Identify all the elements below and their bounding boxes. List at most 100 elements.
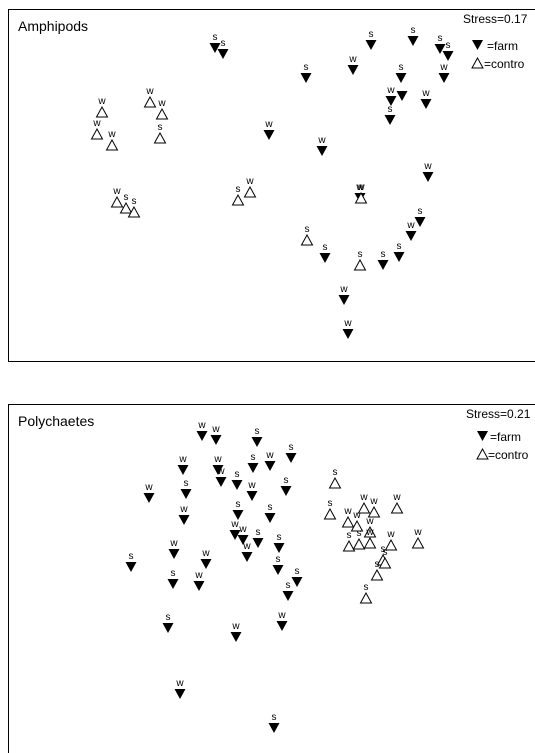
polychaetes-control-point-label-10: w [365, 527, 374, 538]
polychaetes-farm-point-3 [285, 453, 297, 463]
polychaetes-farm-point-21 [168, 549, 180, 559]
polychaetes-legend-farm-label: =farm [490, 430, 521, 444]
amphipods-farm-point-6 [442, 51, 454, 61]
polychaetes-farm-point-label-12: s [284, 475, 289, 486]
amphipods-plot-frame [8, 9, 535, 362]
polychaetes-control-point-15 [370, 568, 384, 581]
polychaetes-control-point-5 [367, 505, 381, 518]
polychaetes-control-point-9 [352, 537, 366, 550]
amphipods-farm-point-label-16: w [423, 161, 432, 172]
polychaetes-farm-point-15 [232, 510, 244, 520]
polychaetes-control-point-label-12: w [413, 527, 422, 538]
polychaetes-farm-point-label-15: s [236, 499, 241, 510]
polychaetes-farm-point-30 [162, 623, 174, 633]
polychaetes-farm-point-7 [264, 461, 276, 471]
amphipods-farm-point-label-7: w [348, 54, 357, 65]
polychaetes-farm-point-label-4: w [178, 454, 187, 465]
amphipods-control-point-3 [143, 95, 157, 108]
amphipods-farm-point-4 [407, 36, 419, 46]
polychaetes-legend-control-marker [476, 447, 489, 460]
amphipods-control-point-12 [300, 233, 314, 246]
amphipods-stress-annotation: Stress=0.17 [463, 12, 528, 26]
polychaetes-farm-point-label-1: w [211, 424, 220, 435]
polychaetes-farm-point-25 [272, 565, 284, 575]
polychaetes-farm-point-12 [280, 486, 292, 496]
polychaetes-control-point-6 [390, 501, 404, 514]
polychaetes-legend: =farm =contro [476, 430, 529, 462]
polychaetes-farm-point-0 [196, 431, 208, 441]
amphipods-control-point-label-5: s [158, 122, 163, 133]
amphipods-legend: =farm =contro [471, 39, 525, 71]
polychaetes-control-point-label-9: s [357, 528, 362, 539]
amphipods-farm-point-21 [377, 260, 389, 270]
amphipods-control-point-label-4: w [157, 98, 166, 109]
polychaetes-control-point-label-0: s [333, 467, 338, 478]
polychaetes-control-point-label-13: s [381, 544, 386, 555]
amphipods-farm-point-label-22: s [397, 241, 402, 252]
amphipods-control-point-10 [243, 185, 257, 198]
amphipods-control-point-label-7: s [124, 192, 129, 203]
amphipods-farm-point-label-13: s [388, 104, 393, 115]
amphipods-farm-point-label-9: w [439, 62, 448, 73]
polychaetes-farm-point-34 [268, 723, 280, 733]
amphipods-farm-point-label-19: w [406, 220, 415, 231]
polychaetes-farm-point-31 [230, 632, 242, 642]
amphipods-farm-point-label-8: s [399, 62, 404, 73]
amphipods-legend-control-marker [471, 56, 484, 69]
polychaetes-farm-point-label-26: s [171, 568, 176, 579]
amphipods-farm-point-label-2: s [304, 62, 309, 73]
amphipods-farm-point-label-3: s [369, 29, 374, 40]
polychaetes-control-point-label-8: s [347, 530, 352, 541]
amphipods-farm-point-label-14: w [264, 119, 273, 130]
amphipods-farm-point-label-10: w [386, 85, 395, 96]
polychaetes-control-point-12 [411, 536, 425, 549]
amphipods-farm-point-label-5: s [438, 33, 443, 44]
polychaetes-legend-farm-marker [477, 431, 488, 441]
polychaetes-farm-point-label-24: w [201, 548, 210, 559]
polychaetes-farm-point-label-0: w [197, 420, 206, 431]
polychaetes-control-point-label-1: s [328, 498, 333, 509]
polychaetes-farm-point-22 [241, 552, 253, 562]
amphipods-farm-point-18 [414, 217, 426, 227]
polychaetes-farm-point-label-33: w [175, 678, 184, 689]
polychaetes-farm-point-27 [193, 581, 205, 591]
polychaetes-farm-point-33 [174, 689, 186, 699]
amphipods-control-point-label-2: w [107, 129, 116, 140]
amphipods-control-point-1 [90, 127, 104, 140]
polychaetes-farm-point-label-19: s [256, 527, 261, 538]
amphipods-control-point-label-1: w [92, 118, 101, 129]
polychaetes-farm-point-28 [291, 577, 303, 587]
polychaetes-control-point-label-16: s [364, 582, 369, 593]
polychaetes-farm-point-label-14: w [179, 504, 188, 515]
amphipods-farm-point-9 [438, 73, 450, 83]
amphipods-farm-point-14 [263, 130, 275, 140]
polychaetes-farm-point-9 [215, 477, 227, 487]
amphipods-control-point-11 [354, 191, 368, 204]
amphipods-farm-point-label-0: s [213, 32, 218, 43]
amphipods-farm-point-13 [384, 115, 396, 125]
polychaetes-farm-point-1 [210, 435, 222, 445]
amphipods-farm-point-3 [365, 40, 377, 50]
amphipods-farm-point-label-20: s [323, 242, 328, 253]
polychaetes-farm-point-label-9: w [216, 466, 225, 477]
amphipods-panel: Amphipods Stress=0.17 =farm =contro ssss… [8, 9, 535, 362]
polychaetes-farm-point-8 [180, 489, 192, 499]
polychaetes-farm-point-label-29: s [286, 580, 291, 591]
amphipods-legend-farm-marker [472, 40, 483, 50]
polychaetes-farm-point-label-10: s [235, 469, 240, 480]
polychaetes-farm-point-label-8: s [184, 478, 189, 489]
amphipods-farm-point-label-23: w [339, 284, 348, 295]
polychaetes-control-point-label-7: w [365, 516, 374, 527]
amphipods-control-point-0 [95, 105, 109, 118]
polychaetes-farm-point-label-28: s [295, 566, 300, 577]
amphipods-farm-point-0 [209, 43, 221, 53]
polychaetes-farm-point-label-13: w [144, 482, 153, 493]
amphipods-farm-point-19 [405, 231, 417, 241]
amphipods-control-point-label-12: s [305, 224, 310, 235]
polychaetes-control-point-label-11: w [386, 529, 395, 540]
amphipods-farm-point-label-18: s [418, 206, 423, 217]
amphipods-farm-point-label-21: s [381, 249, 386, 260]
polychaetes-control-point-2 [341, 515, 355, 528]
